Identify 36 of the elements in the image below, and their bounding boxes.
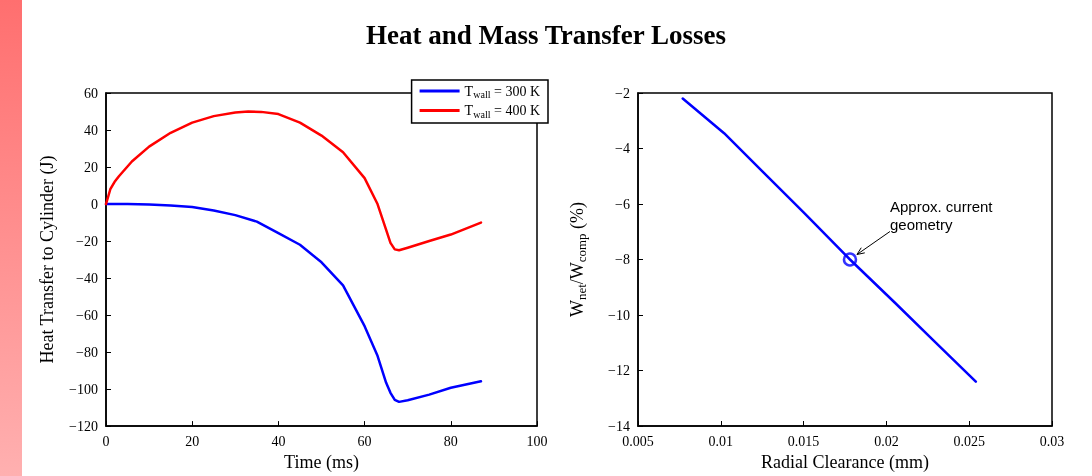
- y-tick-label: −2: [615, 85, 630, 101]
- y-tick-label: −120: [69, 418, 98, 434]
- y-tick-label: 20: [84, 159, 98, 175]
- x-tick-label: 0.02: [874, 433, 899, 449]
- x-tick-label: 0.005: [622, 433, 654, 449]
- x-axis-title: Time (ms): [284, 452, 359, 473]
- x-tick-label: 20: [185, 433, 200, 449]
- y-tick-label: −60: [76, 307, 98, 323]
- x-tick-label: 60: [357, 433, 372, 449]
- y-tick-label: −8: [615, 252, 630, 267]
- x-tick-label: 0.025: [953, 433, 985, 449]
- chart-title: Heat and Mass Transfer Losses: [365, 20, 727, 51]
- x-tick-label: 0.03: [1039, 433, 1065, 449]
- x-tick-label: 100: [526, 433, 548, 449]
- x-tick-label: 0.01: [708, 433, 734, 449]
- y-tick-label: −40: [76, 270, 98, 286]
- y-axis-title: Wnet/Wcomp (%): [567, 201, 589, 318]
- x-tick-label: 0: [102, 433, 110, 449]
- annotation: Approx. current geometry: [889, 198, 997, 233]
- x-tick-label: 0.015: [787, 433, 820, 449]
- y-tick-label: −6: [615, 196, 630, 212]
- y-tick-label: −14: [608, 418, 630, 434]
- y-tick-label: 60: [84, 85, 98, 101]
- x-tick-label: 80: [443, 433, 458, 449]
- y-axis-title: Heat Transfer to Cylinder (J): [37, 155, 58, 364]
- y-tick-label: −80: [76, 344, 98, 360]
- line-series: [104, 202, 483, 404]
- x-tick-label: 40: [271, 433, 286, 449]
- y-tick-label: −100: [69, 381, 98, 397]
- y-tick-label: 40: [84, 122, 98, 138]
- y-tick-label: 0: [91, 196, 98, 212]
- y-tick-label: −4: [615, 141, 630, 156]
- x-axis-title: Radial Clearance (mm): [761, 451, 929, 473]
- y-tick-label: −20: [76, 233, 98, 249]
- y-tick-label: −10: [608, 307, 630, 323]
- y-tick-label: −12: [608, 363, 630, 378]
